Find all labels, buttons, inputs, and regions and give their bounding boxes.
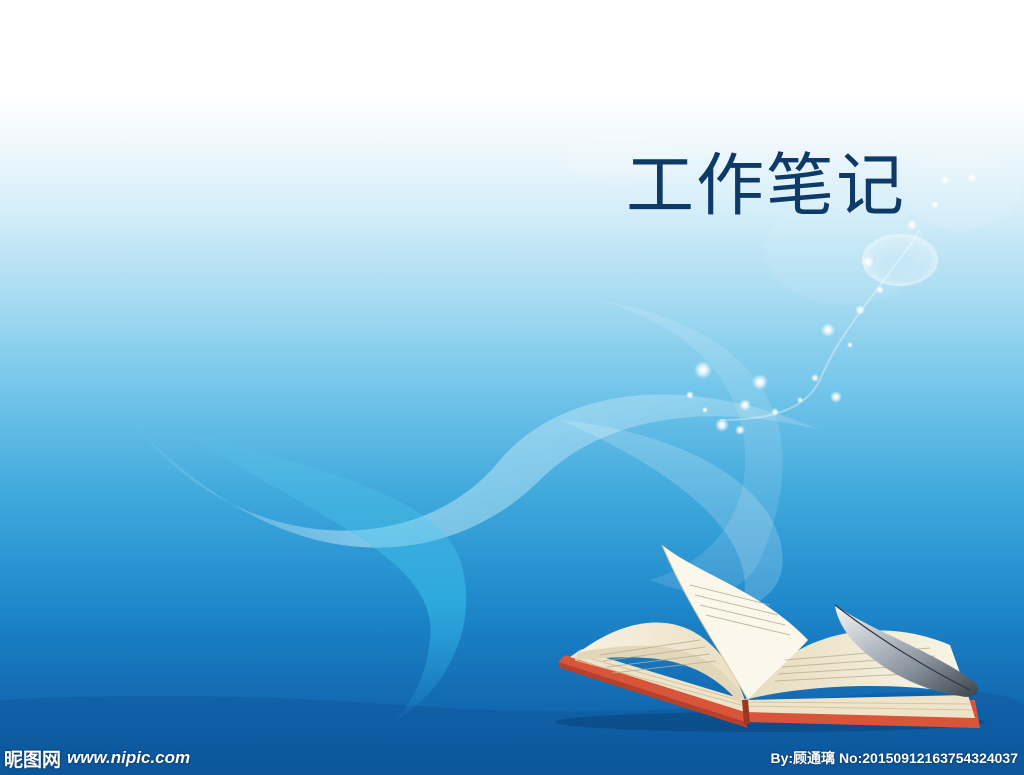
light-ribbon [130, 394, 820, 548]
feather-quill-icon [834, 604, 979, 697]
watermark-site: www.nipic.com [67, 748, 191, 767]
watermark-logo: 昵图网 [4, 748, 62, 771]
watermark-credit: By:顾通璃 No:20150912163754324037 [770, 750, 1019, 766]
sparkle-trail-icon [686, 173, 977, 435]
page-title: 工作笔记 [626, 147, 907, 226]
watermark-left: 昵图网 www.nipic.com [4, 744, 190, 772]
bubble [862, 234, 938, 286]
cyan-ribbon [180, 430, 467, 720]
